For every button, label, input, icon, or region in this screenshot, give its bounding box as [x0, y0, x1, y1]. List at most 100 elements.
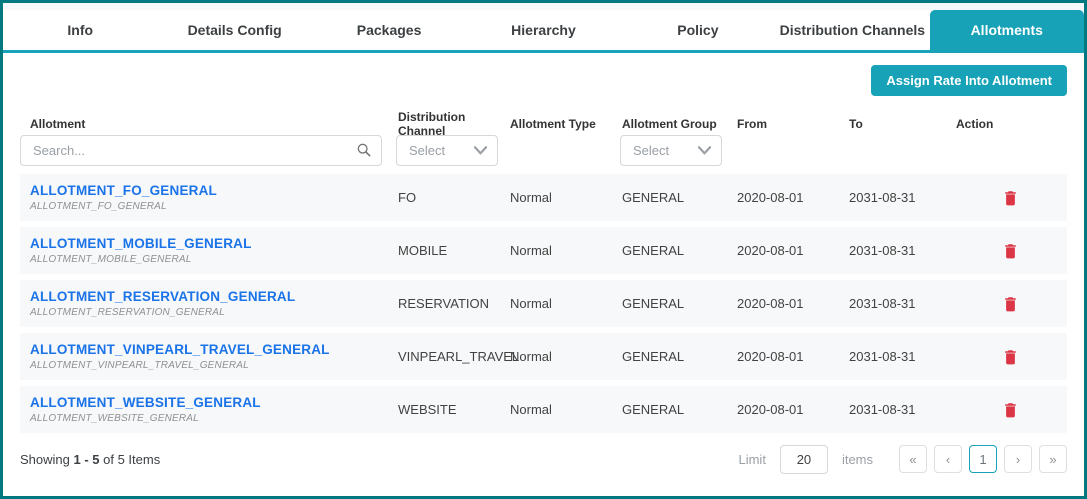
group-cell: GENERAL: [622, 190, 685, 205]
trash-icon: [1003, 297, 1018, 315]
allotments-page: Info Details Config Packages Hierarchy P…: [3, 3, 1084, 496]
limit-label: Limit: [738, 451, 766, 467]
group-cell: GENERAL: [622, 243, 685, 258]
table-row: ALLOTMENT_VINPEARL_TRAVEL_GENERAL ALLOTM…: [20, 333, 1067, 380]
chevron-down-icon: [473, 143, 488, 158]
type-cell: Normal: [510, 243, 552, 258]
to-cell: 2031-08-31: [849, 296, 916, 311]
delete-button[interactable]: [956, 401, 1057, 418]
column-header-type: Allotment Type: [510, 117, 596, 131]
allotment-link[interactable]: ALLOTMENT_FO_GENERAL: [30, 183, 218, 198]
tab[interactable]: Packages: [312, 10, 466, 50]
from-cell: 2020-08-01: [737, 349, 804, 364]
allotment-search: [20, 134, 382, 166]
channel-select-value: Select: [409, 142, 446, 158]
trash-icon: [1003, 403, 1018, 421]
tab[interactable]: Policy: [621, 10, 775, 50]
toolbar: Assign Rate Into Allotment: [20, 65, 1067, 96]
from-cell: 2020-08-01: [737, 296, 804, 311]
pagination: Limit items « ‹ 1 › »: [738, 444, 1067, 474]
showing-suffix: of 5 Items: [99, 451, 161, 467]
allotment-code: ALLOTMENT_VINPEARL_TRAVEL_GENERAL: [30, 360, 249, 371]
tab-label: Distribution Channels: [779, 22, 926, 38]
table-row: ALLOTMENT_FO_GENERAL ALLOTMENT_FO_GENERA…: [20, 174, 1067, 221]
allotment-cell: ALLOTMENT_FO_GENERAL ALLOTMENT_FO_GENERA…: [30, 183, 398, 212]
top-strip: [3, 3, 1084, 10]
tab-label: Policy: [677, 22, 719, 38]
table-body: ALLOTMENT_FO_GENERAL ALLOTMENT_FO_GENERA…: [20, 174, 1067, 433]
tab[interactable]: Info: [3, 10, 157, 50]
tab-bar: Info Details Config Packages Hierarchy P…: [3, 10, 1084, 53]
group-cell: GENERAL: [622, 349, 685, 364]
type-cell: Normal: [510, 349, 552, 364]
items-label: items: [841, 451, 873, 467]
tab-label: Info: [67, 22, 94, 38]
channel-cell: VINPEARL_TRAVEL: [398, 349, 520, 364]
tab-label: Packages: [356, 22, 422, 38]
assign-rate-button[interactable]: Assign Rate Into Allotment: [871, 65, 1067, 96]
column-header-to: To: [849, 117, 863, 131]
trash-icon: [1003, 244, 1018, 262]
showing-range: 1 - 5: [73, 451, 100, 467]
table-header: Allotment Distribution Channel Allotment…: [20, 110, 1067, 138]
allotment-cell: ALLOTMENT_MOBILE_GENERAL ALLOTMENT_MOBIL…: [30, 236, 398, 265]
next-page-button[interactable]: ›: [1004, 445, 1032, 473]
search-icon[interactable]: [356, 142, 372, 163]
allotment-link[interactable]: ALLOTMENT_MOBILE_GENERAL: [30, 236, 252, 251]
from-cell: 2020-08-01: [737, 243, 804, 258]
tab-label: Hierarchy: [511, 22, 576, 38]
delete-button[interactable]: [956, 189, 1057, 206]
type-cell: Normal: [510, 296, 552, 311]
group-cell: GENERAL: [622, 296, 685, 311]
group-cell: GENERAL: [622, 402, 685, 417]
tab[interactable]: Distribution Channels: [775, 10, 929, 50]
allotment-code: ALLOTMENT_FO_GENERAL: [30, 201, 167, 212]
allotment-code: ALLOTMENT_RESERVATION_GENERAL: [30, 307, 225, 318]
tab[interactable]: Allotments: [929, 10, 1084, 50]
tab-content: Assign Rate Into Allotment Allotment Dis…: [3, 65, 1084, 479]
table-row: ALLOTMENT_MOBILE_GENERAL ALLOTMENT_MOBIL…: [20, 227, 1067, 274]
channel-cell: WEBSITE: [398, 402, 457, 417]
prev-page-button[interactable]: ‹: [934, 445, 962, 473]
allotment-cell: ALLOTMENT_RESERVATION_GENERAL ALLOTMENT_…: [30, 289, 398, 318]
chevron-down-icon: [697, 143, 712, 158]
column-header-group: Allotment Group: [622, 117, 717, 131]
from-cell: 2020-08-01: [737, 190, 804, 205]
showing-summary: Showing 1 - 5 of 5 Items: [20, 452, 160, 467]
group-select[interactable]: Select: [620, 134, 722, 166]
allotment-link[interactable]: ALLOTMENT_RESERVATION_GENERAL: [30, 289, 296, 304]
table-row: ALLOTMENT_RESERVATION_GENERAL ALLOTMENT_…: [20, 280, 1067, 327]
type-cell: Normal: [510, 190, 552, 205]
pager-buttons: « ‹ 1 › »: [899, 445, 1067, 473]
table-row: ALLOTMENT_WEBSITE_GENERAL ALLOTMENT_WEBS…: [20, 386, 1067, 433]
delete-button[interactable]: [956, 295, 1057, 312]
type-cell: Normal: [510, 402, 552, 417]
filter-row: Select Select: [20, 134, 1067, 166]
to-cell: 2031-08-31: [849, 402, 916, 417]
page-number-button[interactable]: 1: [969, 445, 997, 473]
allotment-cell: ALLOTMENT_VINPEARL_TRAVEL_GENERAL ALLOTM…: [30, 342, 398, 371]
trash-icon: [1003, 350, 1018, 368]
first-page-button[interactable]: «: [899, 445, 927, 473]
allotment-cell: ALLOTMENT_WEBSITE_GENERAL ALLOTMENT_WEBS…: [30, 395, 398, 424]
column-header-from: From: [737, 117, 767, 131]
showing-prefix: Showing: [20, 451, 74, 467]
tab[interactable]: Details Config: [157, 10, 311, 50]
channel-cell: FO: [398, 190, 417, 205]
limit-input[interactable]: [779, 444, 828, 474]
channel-select[interactable]: Select: [396, 134, 498, 166]
tab-label: Details Config: [187, 22, 282, 38]
channel-cell: MOBILE: [398, 243, 448, 258]
allotment-link[interactable]: ALLOTMENT_WEBSITE_GENERAL: [30, 395, 261, 410]
tab[interactable]: Hierarchy: [466, 10, 620, 50]
table-footer: Showing 1 - 5 of 5 Items Limit items « ‹…: [20, 439, 1067, 479]
last-page-button[interactable]: »: [1039, 445, 1067, 473]
allotment-link[interactable]: ALLOTMENT_VINPEARL_TRAVEL_GENERAL: [30, 342, 330, 357]
allotment-code: ALLOTMENT_WEBSITE_GENERAL: [30, 413, 199, 424]
channel-cell: RESERVATION: [398, 296, 490, 311]
search-input[interactable]: [20, 134, 382, 166]
delete-button[interactable]: [956, 348, 1057, 365]
group-select-value: Select: [633, 142, 670, 158]
delete-button[interactable]: [956, 242, 1057, 259]
to-cell: 2031-08-31: [849, 349, 916, 364]
